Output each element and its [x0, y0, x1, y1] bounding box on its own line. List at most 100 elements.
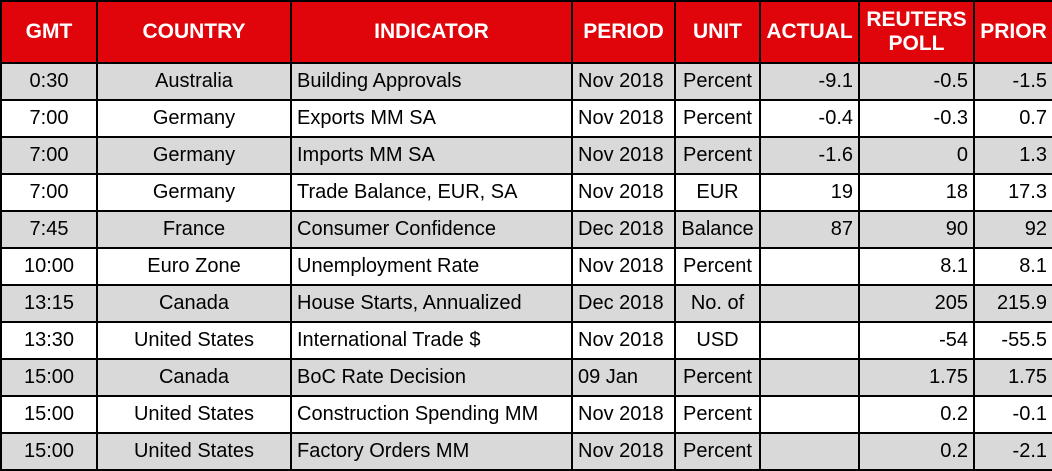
cell-unit: Percent	[674, 62, 761, 101]
cell-country: Germany	[96, 99, 292, 138]
cell-reuters-poll: 1.75	[858, 358, 975, 397]
cell-actual	[759, 358, 860, 397]
cell-indicator: BoC Rate Decision	[290, 358, 573, 397]
cell-period: Dec 2018	[571, 284, 676, 323]
cell-period: Nov 2018	[571, 136, 676, 175]
cell-prior: 17.3	[973, 173, 1052, 212]
table-row: 7:00 Germany Exports MM SA Nov 2018 Perc…	[0, 99, 1052, 138]
cell-reuters-poll: 0.2	[858, 395, 975, 434]
cell-period: Nov 2018	[571, 247, 676, 286]
cell-reuters-poll: 0	[858, 136, 975, 175]
cell-prior: 92	[973, 210, 1052, 249]
cell-actual	[759, 247, 860, 286]
cell-indicator: Trade Balance, EUR, SA	[290, 173, 573, 212]
cell-reuters-poll: 90	[858, 210, 975, 249]
cell-period: Nov 2018	[571, 99, 676, 138]
cell-unit: Percent	[674, 358, 761, 397]
cell-indicator: Factory Orders MM	[290, 432, 573, 471]
cell-gmt: 15:00	[0, 432, 98, 471]
cell-country: France	[96, 210, 292, 249]
cell-prior: 215.9	[973, 284, 1052, 323]
cell-reuters-poll: 8.1	[858, 247, 975, 286]
cell-gmt: 7:00	[0, 173, 98, 212]
cell-reuters-poll: 205	[858, 284, 975, 323]
table-body: 0:30 Australia Building Approvals Nov 20…	[0, 62, 1052, 471]
header-cell-gmt: GMT	[0, 0, 98, 64]
cell-gmt: 13:30	[0, 321, 98, 360]
cell-period: Dec 2018	[571, 210, 676, 249]
header-cell-reuters-poll: REUTERS POLL	[858, 0, 975, 64]
header-cell-period: PERIOD	[571, 0, 676, 64]
cell-gmt: 10:00	[0, 247, 98, 286]
cell-indicator: Imports MM SA	[290, 136, 573, 175]
cell-indicator: Construction Spending MM	[290, 395, 573, 434]
table-row: 10:00 Euro Zone Unemployment Rate Nov 20…	[0, 247, 1052, 286]
cell-period: Nov 2018	[571, 173, 676, 212]
header-cell-prior: PRIOR	[973, 0, 1052, 64]
header-row: GMT COUNTRY INDICATOR PERIOD UNIT ACTUAL…	[0, 0, 1052, 64]
cell-unit: Percent	[674, 395, 761, 434]
cell-country: Canada	[96, 358, 292, 397]
table-row: 15:00 Canada BoC Rate Decision 09 Jan Pe…	[0, 358, 1052, 397]
table-row: 0:30 Australia Building Approvals Nov 20…	[0, 62, 1052, 101]
cell-country: Australia	[96, 62, 292, 101]
cell-period: Nov 2018	[571, 321, 676, 360]
cell-actual: 19	[759, 173, 860, 212]
cell-actual	[759, 395, 860, 434]
cell-indicator: House Starts, Annualized	[290, 284, 573, 323]
cell-gmt: 15:00	[0, 358, 98, 397]
cell-prior: -55.5	[973, 321, 1052, 360]
cell-unit: Percent	[674, 432, 761, 471]
cell-actual: -9.1	[759, 62, 860, 101]
cell-actual	[759, 284, 860, 323]
cell-period: Nov 2018	[571, 62, 676, 101]
cell-gmt: 7:00	[0, 99, 98, 138]
table-row: 13:30 United States International Trade …	[0, 321, 1052, 360]
cell-unit: Balance	[674, 210, 761, 249]
cell-period: Nov 2018	[571, 432, 676, 471]
cell-prior: -1.5	[973, 62, 1052, 101]
cell-unit: USD	[674, 321, 761, 360]
cell-reuters-poll: -0.3	[858, 99, 975, 138]
cell-country: United States	[96, 321, 292, 360]
cell-gmt: 7:45	[0, 210, 98, 249]
cell-country: Germany	[96, 136, 292, 175]
header-cell-country: COUNTRY	[96, 0, 292, 64]
cell-country: Canada	[96, 284, 292, 323]
table-row: 7:45 France Consumer Confidence Dec 2018…	[0, 210, 1052, 249]
cell-prior: -0.1	[973, 395, 1052, 434]
cell-unit: EUR	[674, 173, 761, 212]
cell-gmt: 7:00	[0, 136, 98, 175]
cell-actual	[759, 432, 860, 471]
cell-indicator: Consumer Confidence	[290, 210, 573, 249]
table-row: 7:00 Germany Imports MM SA Nov 2018 Perc…	[0, 136, 1052, 175]
cell-gmt: 0:30	[0, 62, 98, 101]
cell-actual: -1.6	[759, 136, 860, 175]
cell-actual: -0.4	[759, 99, 860, 138]
cell-reuters-poll: 18	[858, 173, 975, 212]
cell-unit: No. of	[674, 284, 761, 323]
cell-reuters-poll: -54	[858, 321, 975, 360]
table-row: 15:00 United States Factory Orders MM No…	[0, 432, 1052, 471]
cell-prior: 0.7	[973, 99, 1052, 138]
cell-country: United States	[96, 432, 292, 471]
cell-gmt: 13:15	[0, 284, 98, 323]
header-cell-unit: UNIT	[674, 0, 761, 64]
cell-indicator: Unemployment Rate	[290, 247, 573, 286]
cell-reuters-poll: -0.5	[858, 62, 975, 101]
cell-period: 09 Jan	[571, 358, 676, 397]
table-row: 13:15 Canada House Starts, Annualized De…	[0, 284, 1052, 323]
cell-actual: 87	[759, 210, 860, 249]
cell-country: Germany	[96, 173, 292, 212]
cell-unit: Percent	[674, 99, 761, 138]
cell-indicator: International Trade $	[290, 321, 573, 360]
cell-prior: 1.3	[973, 136, 1052, 175]
cell-prior: 8.1	[973, 247, 1052, 286]
cell-prior: -2.1	[973, 432, 1052, 471]
cell-country: Euro Zone	[96, 247, 292, 286]
cell-prior: 1.75	[973, 358, 1052, 397]
cell-actual	[759, 321, 860, 360]
cell-indicator: Building Approvals	[290, 62, 573, 101]
